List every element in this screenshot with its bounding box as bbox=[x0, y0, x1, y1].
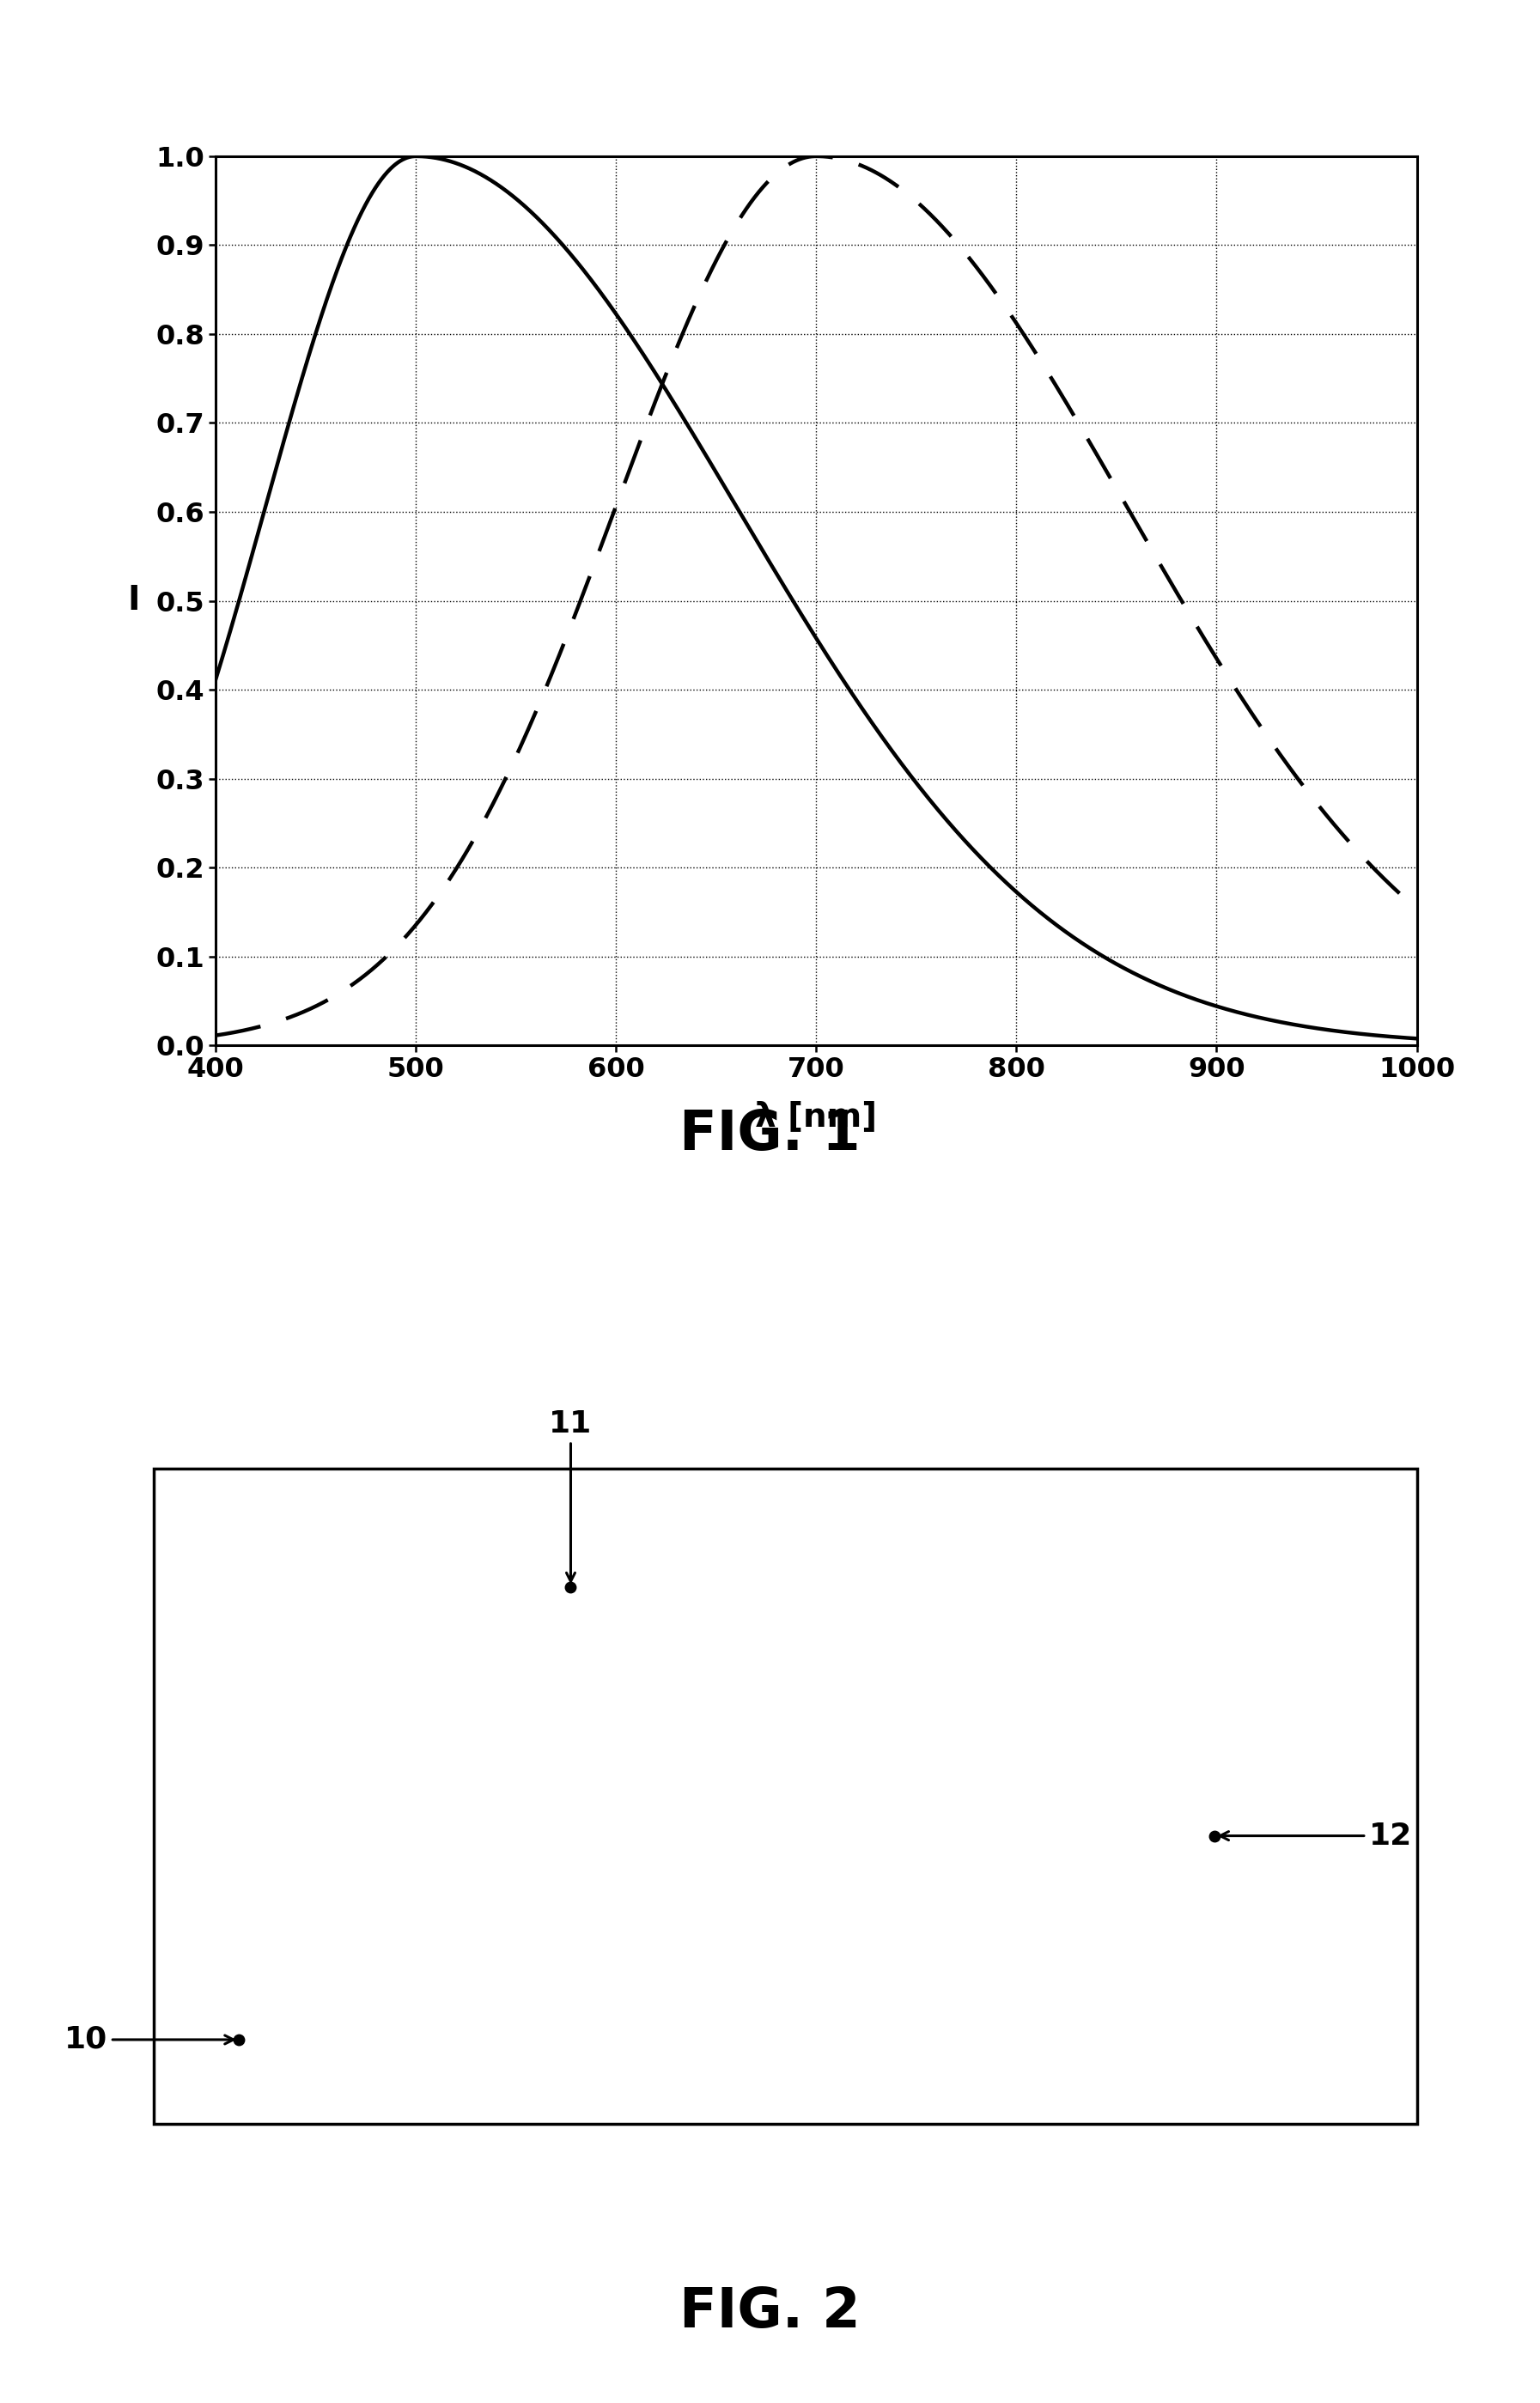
Bar bbox=[154, 1468, 1417, 2124]
Text: 12: 12 bbox=[1220, 1821, 1412, 1850]
Text: 10: 10 bbox=[65, 2026, 234, 2055]
Text: 11: 11 bbox=[550, 1411, 593, 1581]
Text: FIG. 1: FIG. 1 bbox=[679, 1108, 861, 1161]
X-axis label: λ [nm]: λ [nm] bbox=[755, 1101, 878, 1132]
Text: FIG. 2: FIG. 2 bbox=[679, 2285, 861, 2338]
Y-axis label: I: I bbox=[128, 584, 140, 618]
